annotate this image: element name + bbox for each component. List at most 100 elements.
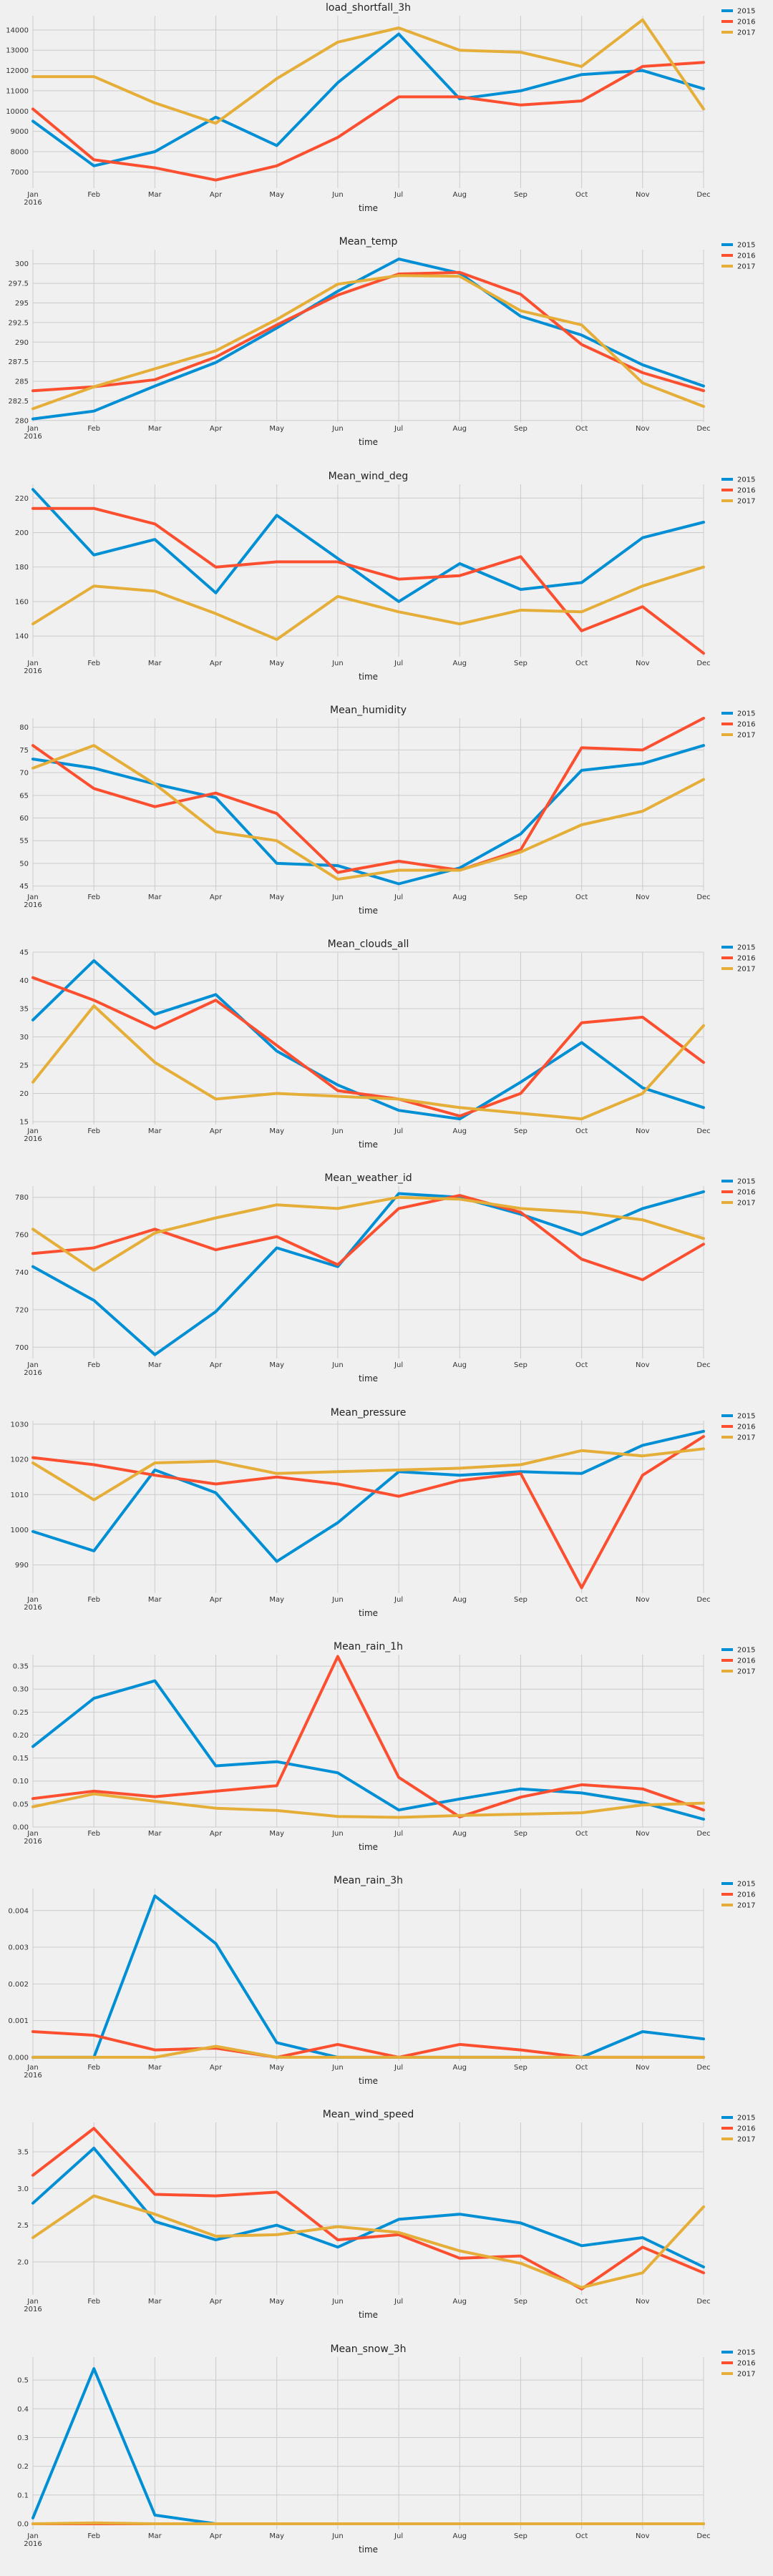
chart-svg: Mean_clouds_all 15 20 25 30 35 40 45 Jan Feb Mar Ap…	[19, 939, 755, 1150]
series-line-2016	[31, 1194, 705, 1282]
x-tick-label: Feb	[87, 2064, 100, 2072]
x-axis-label: time	[359, 2076, 378, 2086]
x-axis-label: time	[359, 906, 378, 916]
chart-svg: Mean_snow_3h 0.0 0.1 0.2 0.3 0.4 0.5 Jan Feb Mar A…	[17, 2344, 755, 2555]
y-tick-label: 180	[15, 564, 29, 572]
legend-label: 2016	[737, 720, 755, 728]
y-tick-label: 3.0	[17, 2185, 29, 2193]
chart-title: Mean_clouds_all	[328, 939, 409, 950]
x-tick-label: Nov	[636, 660, 650, 667]
x-tick-label: Jan	[26, 1830, 38, 1838]
chart-svg: Mean_rain_1h 0.00 0.05 0.10 0.15 0.20 0.25 0.30…	[13, 1641, 756, 1852]
series-line-2015	[31, 2147, 705, 2269]
x-tick-label: Jul	[394, 893, 403, 901]
chart-svg: load_shortfall_3h 7000 8000 9000 10000 11000 1…	[6, 2, 755, 213]
x-tick-label: Nov	[636, 2298, 650, 2306]
legend-label: 2015	[737, 1178, 755, 1186]
y-tick-label: 0.30	[13, 1686, 29, 1694]
x-tick-label: Apr	[210, 660, 223, 667]
x-tick-label: Aug	[453, 2532, 467, 2540]
x-tick-label: Apr	[210, 2298, 223, 2306]
chart-title: Mean_pressure	[331, 1407, 407, 1419]
y-tick-label: 35	[19, 1006, 29, 1014]
x-tick-label: Sep	[514, 2064, 528, 2072]
chart-title: Mean_snow_3h	[330, 2344, 406, 2355]
x-tick-label: Sep	[514, 425, 528, 433]
y-tick-label: 20	[19, 1090, 29, 1098]
x-tick-label: Aug	[453, 2298, 467, 2306]
x-tick-label: Oct	[575, 2064, 588, 2072]
x-tick-label: Jun	[331, 893, 344, 901]
y-tick-label: 0.0	[17, 2520, 29, 2528]
x-tick-label: Dec	[696, 2532, 710, 2540]
x-tick-label: Jun	[331, 2064, 344, 2072]
y-tick-label: 140	[15, 632, 29, 640]
y-tick-label: 10000	[6, 108, 29, 116]
y-tick-label: 0.1	[17, 2492, 29, 2499]
series-line-2015	[31, 1679, 705, 1821]
y-tick-label: 45	[19, 883, 29, 891]
legend-label: 2016	[737, 253, 755, 260]
y-tick-label: 0.001	[8, 2017, 29, 2025]
x-axis-label: time	[359, 672, 378, 682]
legend-label: 2016	[737, 955, 755, 963]
series-line-2017	[31, 18, 705, 125]
chart-svg: Mean_humidity 45 50 55 60 65 70 75 80 Jan Feb Mar Ap…	[19, 705, 755, 916]
x-tick-label: May	[269, 1596, 284, 1604]
x-tick-label: Jun	[331, 1127, 344, 1135]
x-tick-label: Mar	[148, 425, 162, 433]
x-tick-label: Sep	[514, 1830, 528, 1838]
x-tick-label: Oct	[575, 425, 588, 433]
chart-panel-mean-clouds-all: Mean_clouds_all 15 20 25 30 35 40 45 Jan Feb Mar Ap…	[0, 936, 773, 1170]
x-tick-label: Jul	[394, 425, 403, 433]
x-tick-label: May	[269, 660, 284, 667]
x-tick-label: May	[269, 893, 284, 901]
y-tick-label: 13000	[6, 47, 29, 55]
x-tick-label: Dec	[696, 2064, 710, 2072]
x-tick-label: Dec	[696, 893, 710, 901]
series-line-2017	[31, 2195, 705, 2290]
x-year-label: 2016	[24, 901, 42, 909]
x-tick-label: Sep	[514, 1596, 528, 1604]
series-line-2016	[31, 716, 705, 874]
y-tick-label: 0.003	[8, 1944, 29, 1952]
x-tick-label: Nov	[636, 425, 650, 433]
y-tick-label: 60	[19, 815, 29, 823]
x-tick-label: Sep	[514, 1361, 528, 1369]
x-tick-label: Jan	[26, 660, 38, 667]
x-tick-label: May	[269, 191, 284, 199]
y-tick-label: 75	[19, 747, 29, 755]
x-tick-label: Jun	[331, 1361, 344, 1369]
y-tick-label: 0.5	[17, 2376, 29, 2384]
legend-label: 2016	[737, 1891, 755, 1899]
y-tick-label: 12000	[6, 67, 29, 75]
series-line-2015	[31, 487, 705, 603]
y-tick-label: 25	[19, 1062, 29, 1070]
series-line-2015	[31, 1190, 705, 1357]
x-tick-label: Dec	[696, 425, 710, 433]
y-tick-label: 0.3	[17, 2434, 29, 2442]
series-line-2016	[31, 1434, 705, 1590]
y-tick-label: 8000	[11, 148, 29, 156]
y-tick-label: 1010	[11, 1491, 29, 1499]
x-tick-label: Feb	[87, 1361, 100, 1369]
y-tick-label: 2.5	[17, 2222, 29, 2230]
y-tick-label: 0.002	[8, 1981, 29, 1989]
y-tick-label: 0.05	[13, 1801, 29, 1808]
x-tick-label: Feb	[87, 1127, 100, 1135]
chart-title: Mean_rain_3h	[334, 1875, 403, 1886]
legend-label: 2017	[737, 731, 755, 739]
x-tick-label: Jan	[26, 1127, 38, 1135]
x-axis-label: time	[359, 2545, 378, 2555]
x-tick-label: Feb	[87, 2532, 100, 2540]
x-tick-label: Aug	[453, 1127, 467, 1135]
chart-panel-mean-snow-3h: Mean_snow_3h 0.0 0.1 0.2 0.3 0.4 0.5 Jan Feb Mar A…	[0, 2341, 773, 2575]
y-tick-label: 0.2	[17, 2463, 29, 2471]
x-axis-label: time	[359, 2310, 378, 2320]
x-axis-label: time	[359, 1608, 378, 1618]
y-tick-label: 160	[15, 598, 29, 606]
x-tick-label: Nov	[636, 1361, 650, 1369]
y-tick-label: 0.000	[8, 2055, 29, 2062]
y-tick-label: 0.10	[13, 1778, 29, 1786]
y-tick-label: 0.00	[13, 1823, 29, 1831]
